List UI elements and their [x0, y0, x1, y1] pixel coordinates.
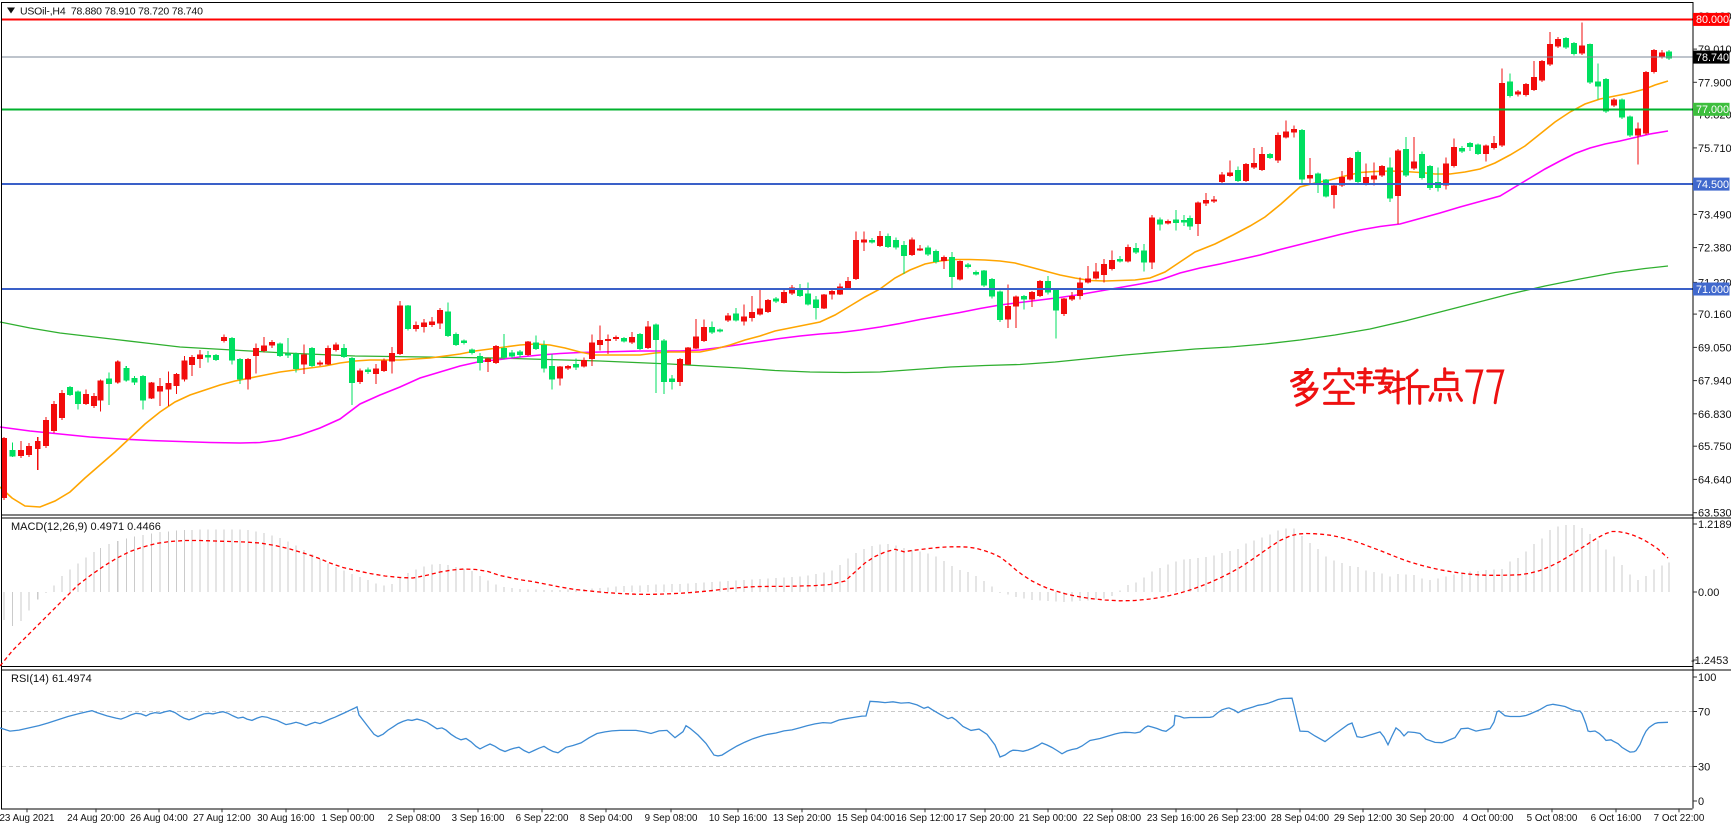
svg-text:10 Sep 16:00: 10 Sep 16:00 [709, 813, 768, 824]
svg-text:13 Sep 20:00: 13 Sep 20:00 [773, 813, 832, 824]
svg-text:16 Sep 12:00: 16 Sep 12:00 [896, 813, 955, 824]
svg-text:1 Sep 00:00: 1 Sep 00:00 [322, 813, 375, 824]
svg-text:RSI(14) 61.4974: RSI(14) 61.4974 [11, 673, 92, 685]
svg-text:69.050: 69.050 [1698, 342, 1731, 354]
svg-text:USOil-,H4 78.880 78.910 78.72: USOil-,H4 78.880 78.910 78.720 78.740 [20, 6, 203, 18]
svg-text:70.160: 70.160 [1698, 309, 1731, 321]
svg-text:66.830: 66.830 [1698, 409, 1731, 421]
svg-text:-1.2453: -1.2453 [1691, 655, 1728, 667]
svg-text:65.750: 65.750 [1698, 441, 1731, 453]
svg-text:23 Aug 2021: 23 Aug 2021 [0, 813, 55, 824]
svg-text:77.900: 77.900 [1698, 77, 1731, 89]
svg-text:26 Sep 23:00: 26 Sep 23:00 [1208, 813, 1267, 824]
svg-text:100: 100 [1698, 672, 1716, 684]
svg-text:77.000: 77.000 [1696, 104, 1729, 116]
svg-text:63.530: 63.530 [1698, 508, 1731, 520]
svg-text:0.00: 0.00 [1698, 587, 1719, 599]
svg-text:30 Aug 16:00: 30 Aug 16:00 [257, 813, 315, 824]
svg-text:21 Sep 00:00: 21 Sep 00:00 [1019, 813, 1078, 824]
svg-text:71.000: 71.000 [1696, 284, 1729, 296]
svg-text:22 Sep 08:00: 22 Sep 08:00 [1083, 813, 1142, 824]
svg-text:72.380: 72.380 [1698, 243, 1731, 255]
svg-text:MACD(12,26,9) 0.4971 0.4466: MACD(12,26,9) 0.4971 0.4466 [11, 521, 161, 533]
svg-text:78.740: 78.740 [1696, 52, 1729, 64]
svg-text:9 Sep 08:00: 9 Sep 08:00 [645, 813, 698, 824]
svg-text:64.640: 64.640 [1698, 474, 1731, 486]
svg-text:17 Sep 20:00: 17 Sep 20:00 [956, 813, 1015, 824]
svg-text:1.2189: 1.2189 [1698, 519, 1731, 531]
svg-text:24 Aug 20:00: 24 Aug 20:00 [67, 813, 125, 824]
svg-text:75.710: 75.710 [1698, 143, 1731, 155]
svg-text:8 Sep 04:00: 8 Sep 04:00 [580, 813, 633, 824]
svg-text:6 Oct 16:00: 6 Oct 16:00 [1591, 813, 1642, 824]
svg-text:15 Sep 04:00: 15 Sep 04:00 [837, 813, 896, 824]
svg-text:0: 0 [1698, 796, 1704, 808]
svg-text:4 Oct 00:00: 4 Oct 00:00 [1463, 813, 1514, 824]
svg-text:2 Sep 08:00: 2 Sep 08:00 [388, 813, 441, 824]
svg-text:3 Sep 16:00: 3 Sep 16:00 [452, 813, 505, 824]
svg-text:74.500: 74.500 [1696, 179, 1729, 191]
svg-text:29 Sep 12:00: 29 Sep 12:00 [1334, 813, 1393, 824]
svg-text:28 Sep 04:00: 28 Sep 04:00 [1271, 813, 1330, 824]
svg-text:5 Oct 08:00: 5 Oct 08:00 [1527, 813, 1578, 824]
svg-text:30 Sep 20:00: 30 Sep 20:00 [1396, 813, 1455, 824]
svg-text:70: 70 [1698, 707, 1710, 719]
svg-text:7 Oct 22:00: 7 Oct 22:00 [1654, 813, 1705, 824]
svg-text:30: 30 [1698, 762, 1710, 774]
svg-text:73.490: 73.490 [1698, 209, 1731, 221]
svg-text:23 Sep 16:00: 23 Sep 16:00 [1147, 813, 1206, 824]
svg-text:26 Aug 04:00: 26 Aug 04:00 [130, 813, 188, 824]
svg-text:67.940: 67.940 [1698, 376, 1731, 388]
svg-text:27 Aug 12:00: 27 Aug 12:00 [193, 813, 251, 824]
svg-text:6 Sep 22:00: 6 Sep 22:00 [516, 813, 569, 824]
svg-text:80.000: 80.000 [1696, 14, 1729, 26]
